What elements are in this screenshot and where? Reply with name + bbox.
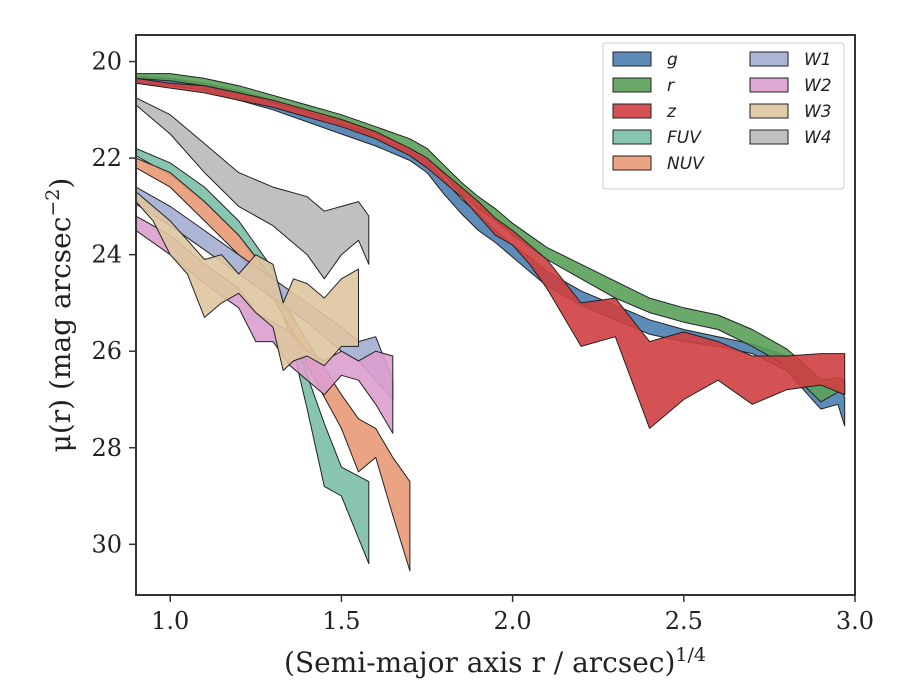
y-axis-label: μ(r) (mag arcsec−2) (42, 178, 77, 453)
legend-label-w2: W2 (804, 76, 832, 96)
legend-swatch-z (612, 103, 652, 119)
legend-swatch-fuv (612, 129, 652, 145)
legend-swatch-nuv (612, 155, 652, 171)
band-layer (136, 73, 846, 572)
legend-swatch-g (612, 51, 652, 67)
x-axis-label: (Semi-major axis r / arcsec)1/4 (284, 644, 706, 679)
legend-label-r: r (667, 76, 675, 96)
legend-swatch-w4 (749, 129, 789, 145)
y-tick-label: 22 (91, 144, 122, 172)
plot-frame (135, 34, 856, 596)
legend-label-z: z (666, 102, 677, 122)
band-w4 (136, 97, 370, 280)
band-w3 (136, 191, 359, 371)
x-axis: 1.0 1.5 2.0 2.5 3.0 (151, 595, 874, 635)
y-axis: 20 22 24 26 28 30 (91, 48, 136, 558)
legend-label-g: g (667, 50, 678, 70)
legend-label-w1: W1 (804, 50, 832, 70)
x-tick-label: 2.0 (494, 607, 532, 635)
x-tick-label: 1.0 (151, 607, 189, 635)
y-tick-label: 30 (91, 530, 122, 558)
y-tick-label: 20 (91, 48, 122, 76)
legend-label-nuv: NUV (667, 154, 705, 174)
x-tick-label: 3.0 (836, 607, 874, 635)
y-tick-label: 26 (91, 337, 122, 365)
legend-swatch-r (612, 77, 652, 93)
legend-label-w4: W4 (804, 128, 832, 148)
y-tick-label: 28 (91, 434, 122, 462)
legend-swatch-w3 (749, 103, 789, 119)
legend-swatch-w2 (749, 77, 789, 93)
legend-swatch-w1 (749, 51, 789, 67)
legend-label-fuv: FUV (667, 128, 702, 148)
legend: grz FUV NUV W1 W2 W3 W4 (602, 42, 845, 190)
legend-label-w3: W3 (804, 102, 832, 122)
band-z (136, 77, 846, 429)
x-tick-label: 2.5 (665, 607, 703, 635)
y-tick-label: 24 (91, 241, 122, 269)
x-tick-label: 1.5 (322, 607, 360, 635)
